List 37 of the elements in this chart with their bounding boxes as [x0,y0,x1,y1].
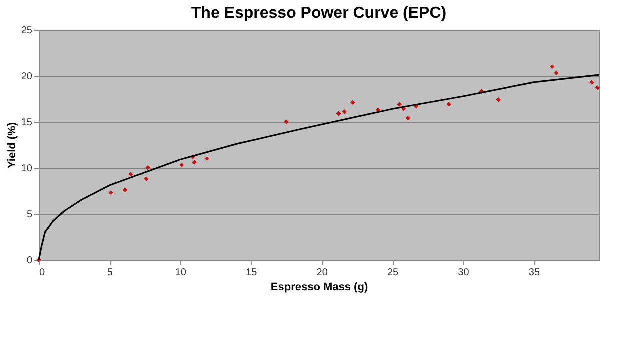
x-tick-label: 5 [107,268,114,278]
point [406,116,410,121]
x-tick-label: 30 [458,268,470,278]
point [446,102,452,107]
point [554,70,559,76]
x-tick-label: 25 [387,268,400,278]
point [342,110,347,114]
point [204,156,210,162]
point [397,102,402,107]
point [590,80,594,85]
point [550,64,555,70]
y-tick-label: 15 [21,118,33,128]
point [350,100,356,106]
x-tick-label: 35 [528,268,540,278]
point [496,98,501,102]
y-tick-label: 25 [21,26,33,36]
point [122,188,128,192]
point [595,86,600,90]
chart-title: The Espresso Power Curve (EPC) [191,5,447,22]
point [128,172,134,177]
x-axis-title: Espresso Mass (g) [270,282,368,294]
y-tick-label: 10 [21,164,33,174]
x-tick-label: 20 [316,268,328,278]
x-tick-label: 0 [40,268,46,278]
point [284,120,289,124]
point [192,160,197,165]
y-tick-label: 5 [26,210,33,220]
x-tick-label: 10 [175,268,187,278]
point [336,111,342,116]
point [146,166,150,170]
y-tick-label: 20 [21,72,33,82]
point [108,190,114,196]
point [179,162,184,168]
point [144,176,149,182]
x-tick-label: 15 [246,268,258,278]
y-axis-title: Yield (%) [6,122,18,169]
y-tick-label: 0 [26,256,33,266]
